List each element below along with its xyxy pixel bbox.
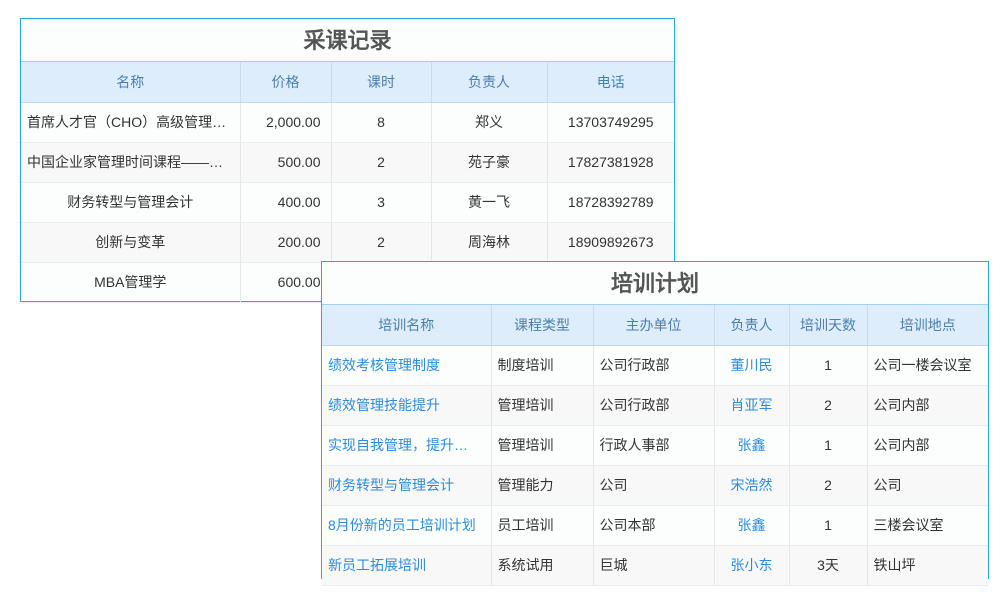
cell-link[interactable]: 肖亚军 bbox=[714, 385, 790, 426]
table-cell: 苑子豪 bbox=[431, 142, 548, 183]
table-cell: 首席人才官（CHO）高级管理… bbox=[21, 102, 241, 143]
table-cell: MBA管理学 bbox=[21, 262, 241, 303]
cell-link[interactable]: 张鑫 bbox=[714, 425, 790, 466]
table-cell: 1 bbox=[789, 345, 868, 386]
table-cell: 铁山坪 bbox=[867, 545, 988, 586]
table-cell: 系统试用 bbox=[491, 545, 594, 586]
table-row[interactable]: 中国企业家管理时间课程——… 500.00 2 苑子豪 17827381928 bbox=[21, 142, 674, 183]
table-cell: 1 bbox=[789, 505, 868, 546]
table-cell: 400.00 bbox=[240, 182, 332, 223]
purchase-records-title: 采课记录 bbox=[21, 19, 674, 62]
table-row[interactable]: 绩效管理技能提升 管理培训 公司行政部 肖亚军 2 公司内部 bbox=[322, 385, 988, 426]
table-cell: 2 bbox=[331, 142, 432, 183]
table-cell: 公司 bbox=[593, 465, 715, 506]
table-cell: 公司 bbox=[867, 465, 988, 506]
table-cell: 200.00 bbox=[240, 222, 332, 263]
table-cell: 周海林 bbox=[431, 222, 548, 263]
table-row[interactable]: 创新与变革 200.00 2 周海林 18909892673 bbox=[21, 222, 674, 263]
table-cell: 财务转型与管理会计 bbox=[21, 182, 241, 223]
training-plan-panel: 培训计划 培训名称 课程类型 主办单位 负责人 培训天数 培训地点 绩效考核管理制度 制度培训… bbox=[321, 261, 989, 586]
table-cell: 公司行政部 bbox=[593, 385, 715, 426]
table-row[interactable]: 财务转型与管理会计 管理能力 公司 宋浩然 2 公司 bbox=[322, 465, 988, 506]
column-header[interactable]: 课时 bbox=[331, 62, 432, 103]
cell-link[interactable]: 8月份新的员工培训计划 bbox=[322, 505, 492, 546]
table-cell: 18728392789 bbox=[547, 182, 674, 223]
table-row[interactable]: 实现自我管理，提升… 管理培训 行政人事部 张鑫 1 公司内部 bbox=[322, 425, 988, 466]
table-cell: 郑义 bbox=[431, 102, 548, 143]
table-cell: 18909892673 bbox=[547, 222, 674, 263]
cell-link[interactable]: 宋浩然 bbox=[714, 465, 790, 506]
table-cell: 3 bbox=[331, 182, 432, 223]
table-cell: 员工培训 bbox=[491, 505, 594, 546]
table-row[interactable]: 8月份新的员工培训计划 员工培训 公司本部 张鑫 1 三楼会议室 bbox=[322, 505, 988, 546]
table-cell: 公司行政部 bbox=[593, 345, 715, 386]
purchase-records-panel: 采课记录 名称 价格 课时 负责人 电话 首席人才官（CHO）高级管理… 2,000.00 8… bbox=[20, 18, 675, 303]
cell-link[interactable]: 财务转型与管理会计 bbox=[322, 465, 492, 506]
table-row[interactable]: 绩效考核管理制度 制度培训 公司行政部 董川民 1 公司一楼会议室 bbox=[322, 345, 988, 386]
table-row[interactable]: 财务转型与管理会计 400.00 3 黄一飞 18728392789 bbox=[21, 182, 674, 223]
table-cell: 三楼会议室 bbox=[867, 505, 988, 546]
column-header[interactable]: 培训地点 bbox=[867, 305, 988, 346]
column-header[interactable]: 培训天数 bbox=[789, 305, 868, 346]
table-cell: 中国企业家管理时间课程——… bbox=[21, 142, 241, 183]
table-cell: 行政人事部 bbox=[593, 425, 715, 466]
table-cell: 17827381928 bbox=[547, 142, 674, 183]
table-cell: 13703749295 bbox=[547, 102, 674, 143]
column-header[interactable]: 课程类型 bbox=[491, 305, 594, 346]
cell-link[interactable]: 绩效管理技能提升 bbox=[322, 385, 492, 426]
table-cell: 2 bbox=[789, 385, 868, 426]
table-cell: 管理培训 bbox=[491, 385, 594, 426]
cell-link[interactable]: 张鑫 bbox=[714, 505, 790, 546]
column-header[interactable]: 电话 bbox=[547, 62, 674, 103]
table-row[interactable]: 新员工拓展培训 系统试用 巨城 张小东 3天 铁山坪 bbox=[322, 545, 988, 586]
column-header[interactable]: 名称 bbox=[21, 62, 241, 103]
table-cell: 2 bbox=[331, 222, 432, 263]
cell-link[interactable]: 实现自我管理，提升… bbox=[322, 425, 492, 466]
table-cell: 1 bbox=[789, 425, 868, 466]
table-cell: 2 bbox=[789, 465, 868, 506]
table-cell: 公司一楼会议室 bbox=[867, 345, 988, 386]
table-cell: 公司本部 bbox=[593, 505, 715, 546]
table-cell: 2,000.00 bbox=[240, 102, 332, 143]
table-cell: 3天 bbox=[789, 545, 868, 586]
table-cell: 管理培训 bbox=[491, 425, 594, 466]
table-cell: 8 bbox=[331, 102, 432, 143]
cell-link[interactable]: 董川民 bbox=[714, 345, 790, 386]
table-cell: 公司内部 bbox=[867, 385, 988, 426]
table-cell: 600.00 bbox=[240, 262, 332, 303]
purchase-records-table: 名称 价格 课时 负责人 电话 首席人才官（CHO）高级管理… 2,000.00 8 郑义 137… bbox=[21, 62, 674, 303]
column-header[interactable]: 培训名称 bbox=[322, 305, 492, 346]
column-header[interactable]: 价格 bbox=[240, 62, 332, 103]
cell-link[interactable]: 新员工拓展培训 bbox=[322, 545, 492, 586]
column-header[interactable]: 负责人 bbox=[431, 62, 548, 103]
table-row[interactable]: 首席人才官（CHO）高级管理… 2,000.00 8 郑义 13703749295 bbox=[21, 102, 674, 143]
training-plan-title: 培训计划 bbox=[322, 262, 988, 305]
cell-link[interactable]: 张小东 bbox=[714, 545, 790, 586]
table-cell: 黄一飞 bbox=[431, 182, 548, 223]
column-header[interactable]: 主办单位 bbox=[593, 305, 715, 346]
table-cell: 管理能力 bbox=[491, 465, 594, 506]
table-cell: 创新与变革 bbox=[21, 222, 241, 263]
column-header[interactable]: 负责人 bbox=[714, 305, 790, 346]
table-cell: 公司内部 bbox=[867, 425, 988, 466]
table-cell: 制度培训 bbox=[491, 345, 594, 386]
table-cell: 500.00 bbox=[240, 142, 332, 183]
table-cell: 巨城 bbox=[593, 545, 715, 586]
cell-link[interactable]: 绩效考核管理制度 bbox=[322, 345, 492, 386]
training-plan-table: 培训名称 课程类型 主办单位 负责人 培训天数 培训地点 绩效考核管理制度 制度培训 公司行政部… bbox=[322, 305, 988, 586]
